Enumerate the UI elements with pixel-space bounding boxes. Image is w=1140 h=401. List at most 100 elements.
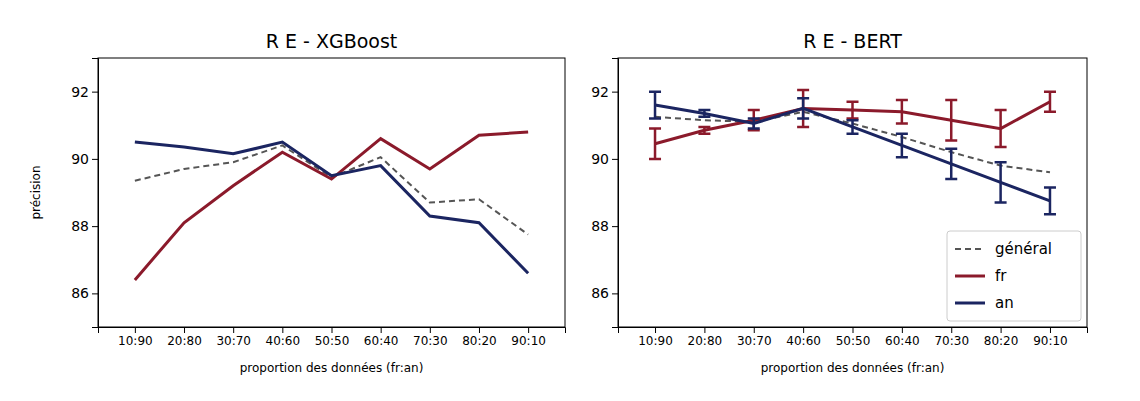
error-bar xyxy=(945,149,957,179)
x-tick: 90:10 xyxy=(1033,327,1068,348)
chart-title: R E - BERT xyxy=(803,30,902,52)
y-tick-label: 92 xyxy=(591,84,609,100)
x-tick: 20:80 xyxy=(688,327,723,348)
x-axis: 10:90 20:80 30:70 40:60 50:50 60:40 70:30 80:20… xyxy=(619,327,1088,348)
error-bar xyxy=(1044,187,1056,214)
plot-area xyxy=(135,132,528,280)
x-tick-mark xyxy=(704,327,705,333)
x-axis-title: proportion des données (fr:an) xyxy=(761,361,945,375)
x-tick: 10:90 xyxy=(118,327,153,348)
y-tick-label: 86 xyxy=(71,285,89,301)
x-tick: 30:70 xyxy=(216,327,251,348)
error-bar xyxy=(698,110,710,117)
x-tick-label: 90:10 xyxy=(1033,334,1068,348)
error-bar xyxy=(698,127,710,134)
y-axis-title: précision xyxy=(29,165,43,219)
x-tick-label: 40:60 xyxy=(786,334,821,348)
x-tick-label: 20:80 xyxy=(688,334,723,348)
error-bar xyxy=(748,119,760,129)
x-tick: 50:50 xyxy=(836,327,871,348)
x-tick-mark xyxy=(332,327,333,333)
x-tick: 80:20 xyxy=(462,327,497,348)
y-tick: 88 xyxy=(71,218,98,234)
y-tick: 86 xyxy=(71,285,98,301)
error-bar xyxy=(847,120,859,133)
x-tick: 40:60 xyxy=(786,327,821,348)
x-axis-title: proportion des données (fr:an) xyxy=(240,361,424,375)
y-tick-label: 88 xyxy=(591,218,609,234)
x-tick-mark xyxy=(184,327,185,333)
x-tick-mark xyxy=(381,327,382,333)
legend-label: an xyxy=(995,294,1014,312)
x-tick-label: 90:10 xyxy=(511,334,546,348)
legend-swatch xyxy=(955,275,985,278)
y-tick-mark xyxy=(92,293,98,294)
y-axis-line xyxy=(92,59,99,328)
x-tick-label: 70:30 xyxy=(934,334,969,348)
x-tick: 20:80 xyxy=(167,327,202,348)
x-tick-label: 80:20 xyxy=(984,334,1019,348)
plot-frame xyxy=(618,58,1087,327)
y-tick-mark xyxy=(612,293,618,294)
x-tick: 50:50 xyxy=(315,327,350,348)
x-tick-label: 50:50 xyxy=(836,334,871,348)
y-tick-label: 86 xyxy=(591,285,609,301)
x-tick: 90:10 xyxy=(511,327,546,348)
x-tick-label: 60:40 xyxy=(364,334,399,348)
chart: 86 88 90 92 10:90 20:80 30:70 40:60 50:50 60:40 70… xyxy=(591,30,1087,375)
y-tick-mark xyxy=(612,92,618,93)
x-tick-mark xyxy=(1001,327,1002,333)
x-tick-label: 70:30 xyxy=(413,334,448,348)
x-tick-label: 10:90 xyxy=(118,334,153,348)
x-tick: 30:70 xyxy=(737,327,772,348)
error-bar xyxy=(1044,92,1056,112)
y-tick-mark xyxy=(612,159,618,160)
x-tick-label: 50:50 xyxy=(315,334,350,348)
legend-label: général xyxy=(995,240,1052,258)
x-tick-label: 60:40 xyxy=(885,334,920,348)
x-tick-label: 30:70 xyxy=(216,334,251,348)
chart: 8688909210:9020:8030:7040:6050:5060:4070… xyxy=(29,30,566,375)
y-tick-label: 90 xyxy=(591,151,609,167)
y-tick-mark xyxy=(612,226,618,227)
y-axis-line xyxy=(612,59,619,328)
y-tick-mark xyxy=(92,226,98,227)
y-tick: 92 xyxy=(591,84,618,100)
x-tick-label: 30:70 xyxy=(737,334,772,348)
legend-box xyxy=(947,231,1081,321)
x-tick-mark xyxy=(282,327,283,333)
x-tick-mark xyxy=(754,327,755,333)
series-line xyxy=(655,112,1050,173)
series-line xyxy=(135,142,528,273)
legend-swatch xyxy=(955,248,985,250)
x-tick-mark xyxy=(233,327,234,333)
error-bar xyxy=(748,110,760,130)
error-bar xyxy=(649,129,661,159)
plot-area xyxy=(649,90,1056,214)
y-axis: 86 88 90 92 xyxy=(591,59,618,328)
y-tick-label: 90 xyxy=(71,151,89,167)
x-tick: 60:40 xyxy=(885,327,920,348)
x-tick-mark xyxy=(902,327,903,333)
x-tick-mark xyxy=(528,327,529,333)
x-tick-mark xyxy=(479,327,480,333)
error-bar xyxy=(649,92,661,119)
error-bar xyxy=(995,110,1007,147)
legend-swatch xyxy=(955,302,985,305)
x-tick-label: 10:90 xyxy=(638,334,673,348)
y-tick: 90 xyxy=(591,151,618,167)
x-tick-label: 80:20 xyxy=(462,334,497,348)
x-tick: 10:90 xyxy=(638,327,673,348)
series-line xyxy=(655,102,1050,144)
error-bar xyxy=(945,100,957,140)
y-tick: 86 xyxy=(591,285,618,301)
x-axis: 10:90 20:80 30:70 40:60 50:50 60:40 70:30 80:20… xyxy=(99,327,566,348)
series-line xyxy=(135,132,528,280)
x-tick-mark xyxy=(655,327,656,333)
x-tick-mark xyxy=(853,327,854,333)
x-tick-label: 40:60 xyxy=(266,334,301,348)
chart-title: R E - XGBoost xyxy=(266,30,398,52)
x-tick-label: 20:80 xyxy=(167,334,202,348)
x-tick: 40:60 xyxy=(266,327,301,348)
y-tick-mark xyxy=(92,159,98,160)
